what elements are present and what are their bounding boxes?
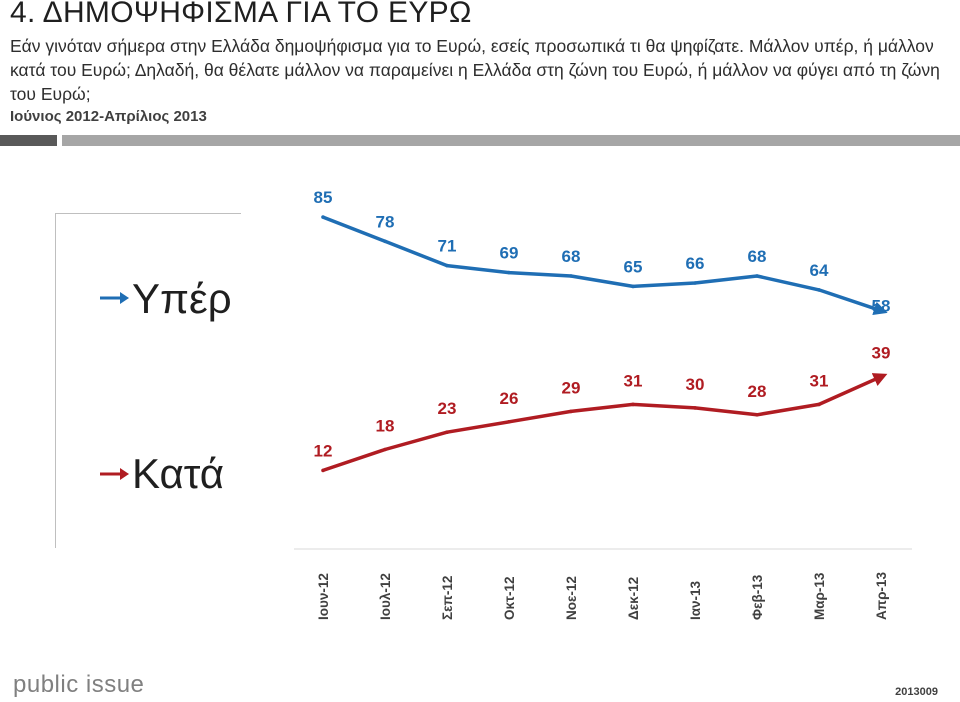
data-label-against-5: 31 (624, 371, 643, 390)
data-label-for-6: 66 (686, 254, 705, 273)
report-code: 2013009 (895, 686, 938, 698)
data-point-against-1 (383, 447, 387, 452)
x-tick-label-0: Ιουν-12 (316, 573, 331, 620)
header-divider-light (62, 135, 960, 146)
x-tick-label-6: Ιαν-13 (688, 580, 703, 620)
data-label-for-5: 65 (624, 257, 643, 276)
x-tick-label-3: Οκτ-12 (502, 576, 517, 620)
line-chart: 85 78 71 69 68 65 66 68 64 58 12 18 23 26 29 31 30 28 31 39… (294, 188, 912, 620)
data-label-against-7: 28 (748, 382, 767, 401)
data-point-against-6 (693, 406, 697, 410)
legend-arrow-for-icon (100, 292, 129, 304)
legend-arrow-against-icon (100, 468, 129, 480)
data-point-for-5 (631, 284, 635, 289)
series-line-against (322, 373, 888, 473)
data-label-for-7: 68 (748, 247, 767, 266)
public-issue-logo: public issue (13, 671, 145, 698)
page-title: 4. ΔΗΜΟΨΗΦΙΣΜΑ ΓΙΑ ΤΟ ΕΥΡΩ (10, 0, 472, 29)
data-label-against-8: 31 (810, 371, 829, 390)
data-point-for-8 (817, 288, 821, 292)
series-line-for (322, 215, 888, 316)
x-tick-label-8: Μαρ-13 (812, 572, 827, 620)
data-label-for-0: 85 (314, 188, 333, 207)
data-point-for-1 (383, 239, 387, 244)
data-label-for-4: 68 (562, 247, 581, 266)
legend-frame (55, 213, 241, 548)
data-point-for-4 (569, 274, 573, 278)
data-label-against-3: 26 (500, 389, 519, 408)
data-point-for-0 (321, 215, 325, 219)
data-point-against-4 (569, 409, 573, 414)
data-label-for-9: 58 (872, 297, 891, 316)
survey-period: Ιούνιος 2012-Απρίλιος 2013 (10, 108, 207, 125)
data-point-for-6 (693, 281, 697, 285)
header-divider-dark (0, 135, 57, 146)
data-label-for-1: 78 (376, 212, 395, 231)
x-tick-label-7: Φεβ-13 (750, 574, 765, 620)
x-tick-label-9: Απρ-13 (874, 572, 889, 620)
data-point-for-2 (445, 263, 449, 268)
data-point-against-9 (879, 374, 883, 379)
data-label-against-9: 39 (872, 344, 891, 363)
data-point-against-5 (631, 402, 635, 407)
survey-question: Εάν γινόταν σήμερα στην Ελλάδα δημοψήφισ… (10, 36, 940, 104)
data-label-for-8: 64 (810, 261, 829, 280)
x-tick-label-5: Δεκ-12 (626, 577, 641, 620)
data-label-for-3: 69 (500, 244, 519, 263)
legend-label-against: Κατά (132, 450, 225, 497)
data-label-against-4: 29 (562, 378, 581, 397)
data-point-against-3 (507, 420, 511, 424)
data-point-against-0 (321, 468, 325, 473)
data-label-against-2: 23 (438, 399, 457, 418)
data-point-against-2 (445, 430, 449, 435)
data-label-against-6: 30 (686, 375, 705, 394)
data-label-for-2: 71 (438, 237, 457, 256)
data-point-for-3 (507, 270, 511, 275)
data-point-against-8 (817, 402, 821, 407)
x-tick-label-4: Νοε-12 (564, 576, 579, 620)
x-tick-label-2: Σεπ-12 (440, 576, 455, 620)
data-label-against-1: 18 (376, 417, 395, 436)
x-tick-label-1: Ιουλ-12 (378, 573, 393, 620)
data-point-for-7 (755, 274, 759, 278)
data-point-against-7 (755, 413, 759, 417)
legend-label-for: Υπέρ (132, 275, 232, 322)
data-point-for-9 (879, 308, 883, 313)
data-label-against-0: 12 (314, 441, 333, 460)
